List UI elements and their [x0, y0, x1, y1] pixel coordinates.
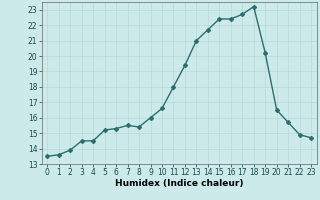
X-axis label: Humidex (Indice chaleur): Humidex (Indice chaleur)	[115, 179, 244, 188]
